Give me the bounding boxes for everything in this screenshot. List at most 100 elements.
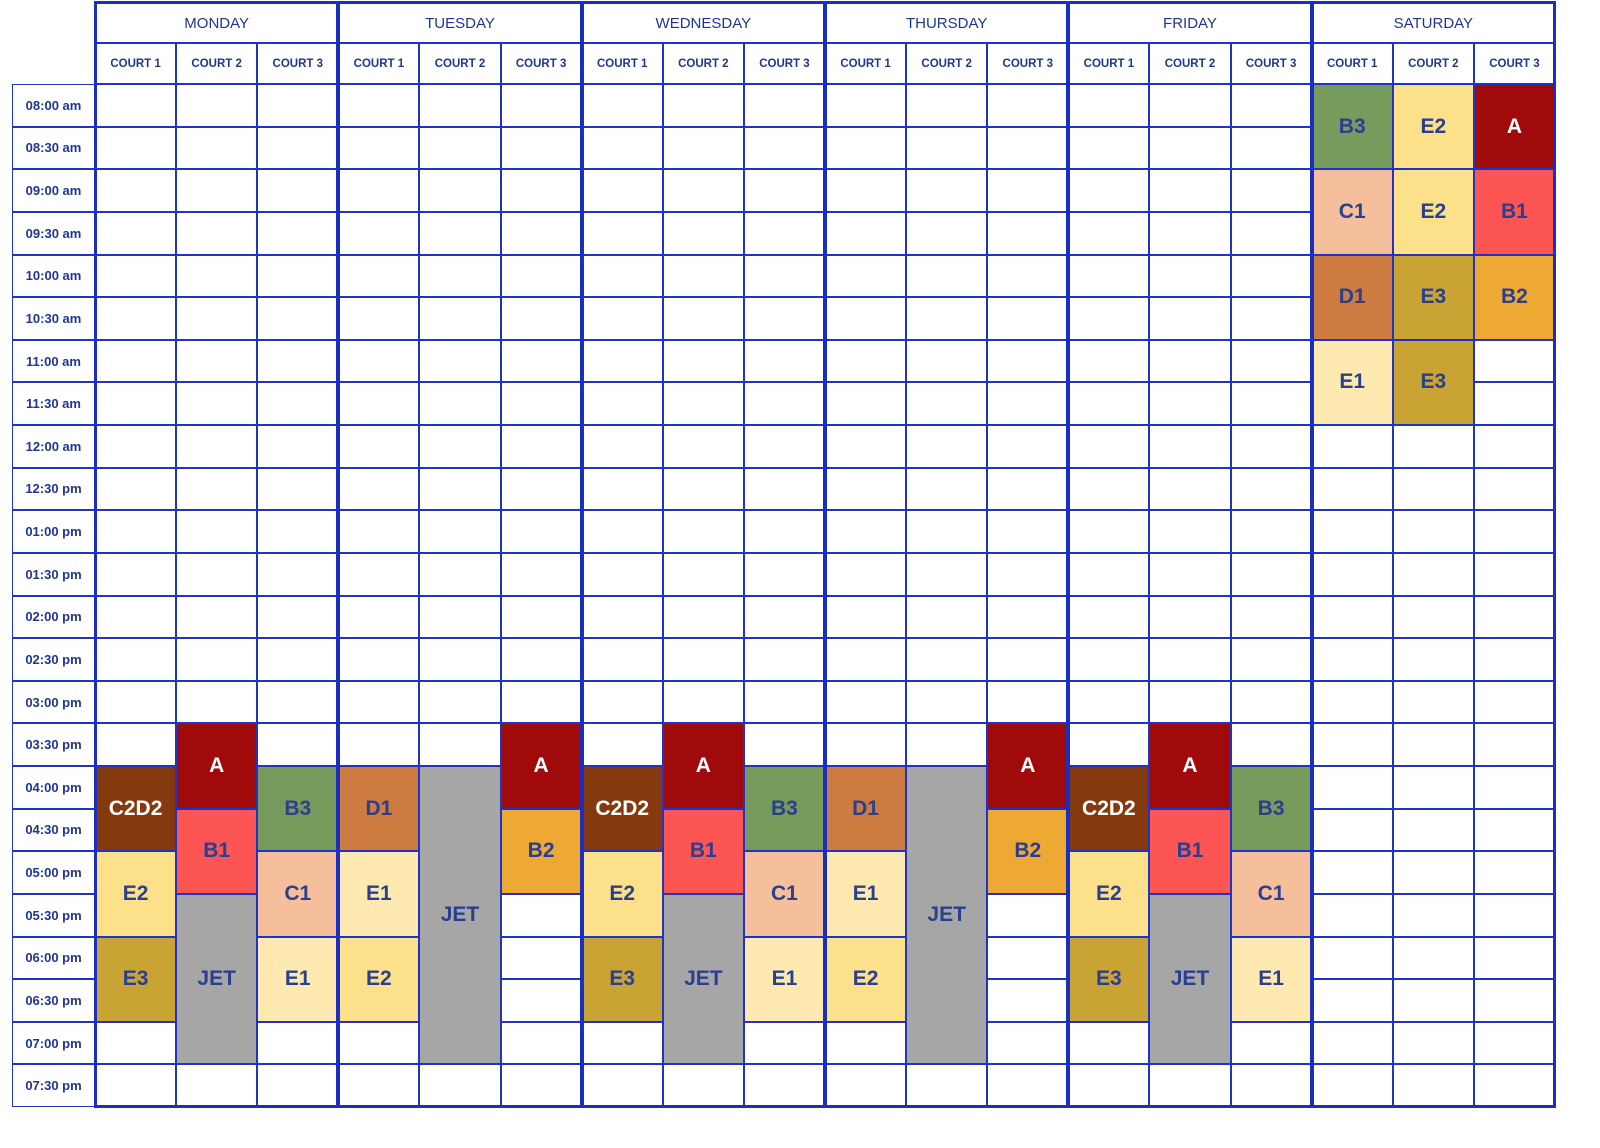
time-label: 12:00 am	[12, 425, 95, 468]
session-block: D1	[825, 766, 907, 852]
empty-slot	[1230, 84, 1312, 127]
session-block: B3	[1230, 766, 1312, 852]
day-header: MONDAY	[95, 3, 339, 43]
empty-slot	[1149, 638, 1231, 681]
empty-slot	[1311, 510, 1393, 553]
session-block: B3	[1311, 84, 1393, 170]
empty-slot	[176, 382, 258, 425]
empty-slot	[662, 339, 744, 383]
court-header: COURT 3	[1473, 43, 1555, 84]
empty-slot	[338, 84, 420, 127]
empty-slot	[987, 936, 1069, 980]
empty-slot	[906, 723, 988, 766]
empty-slot	[743, 552, 825, 596]
empty-slot	[1311, 1021, 1393, 1065]
empty-slot	[987, 893, 1069, 937]
empty-slot	[1068, 382, 1150, 425]
time-label: 09:30 am	[12, 211, 95, 255]
empty-slot	[581, 254, 663, 298]
empty-slot	[743, 382, 825, 425]
empty-slot	[825, 638, 907, 681]
empty-slot	[1392, 893, 1474, 937]
empty-slot	[1473, 425, 1555, 468]
empty-slot	[825, 467, 907, 511]
empty-slot	[662, 467, 744, 511]
empty-slot	[987, 1064, 1069, 1107]
session-block: C2D2	[1068, 766, 1150, 852]
empty-slot	[825, 382, 907, 425]
session-block: JET	[1149, 893, 1231, 1065]
empty-slot	[500, 1064, 582, 1107]
empty-slot	[419, 211, 501, 255]
session-block: JET	[662, 893, 744, 1065]
time-label: 08:30 am	[12, 126, 95, 170]
empty-slot	[662, 382, 744, 425]
empty-slot	[257, 723, 339, 766]
empty-slot	[1149, 1064, 1231, 1107]
empty-slot	[1473, 893, 1555, 937]
empty-slot	[1230, 126, 1312, 170]
empty-slot	[662, 84, 744, 127]
empty-slot	[906, 425, 988, 468]
empty-slot	[176, 552, 258, 596]
empty-slot	[662, 680, 744, 724]
session-block: E2	[581, 851, 663, 937]
session-block: E2	[95, 851, 177, 937]
empty-slot	[662, 552, 744, 596]
empty-slot	[1473, 467, 1555, 511]
empty-slot	[1473, 680, 1555, 724]
empty-slot	[338, 254, 420, 298]
session-block: B3	[743, 766, 825, 852]
empty-slot	[743, 638, 825, 681]
empty-slot	[1311, 851, 1393, 894]
empty-slot	[1230, 595, 1312, 639]
empty-slot	[581, 425, 663, 468]
empty-slot	[1149, 382, 1231, 425]
empty-slot	[825, 1021, 907, 1065]
empty-slot	[1392, 808, 1474, 852]
empty-slot	[662, 510, 744, 553]
empty-slot	[1230, 467, 1312, 511]
time-label: 11:00 am	[12, 339, 95, 383]
time-label: 03:00 pm	[12, 680, 95, 724]
empty-slot	[662, 297, 744, 340]
empty-slot	[906, 297, 988, 340]
session-block: D1	[338, 766, 420, 852]
empty-slot	[743, 723, 825, 766]
empty-slot	[1392, 425, 1474, 468]
empty-slot	[500, 680, 582, 724]
empty-slot	[95, 1021, 177, 1065]
session-block: E3	[1392, 254, 1474, 340]
time-label: 07:30 pm	[12, 1064, 95, 1107]
empty-slot	[1473, 1021, 1555, 1065]
empty-slot	[338, 680, 420, 724]
empty-slot	[906, 339, 988, 383]
session-block: E2	[338, 936, 420, 1022]
empty-slot	[1392, 979, 1474, 1022]
empty-slot	[500, 467, 582, 511]
session-block: E2	[1392, 169, 1474, 255]
empty-slot	[338, 467, 420, 511]
day-header: WEDNESDAY	[581, 3, 825, 43]
empty-slot	[338, 211, 420, 255]
empty-slot	[1068, 297, 1150, 340]
empty-slot	[95, 382, 177, 425]
empty-slot	[338, 595, 420, 639]
time-label: 10:30 am	[12, 297, 95, 340]
empty-slot	[338, 169, 420, 212]
empty-slot	[825, 723, 907, 766]
empty-slot	[906, 254, 988, 298]
empty-slot	[581, 552, 663, 596]
day-header: SATURDAY	[1311, 3, 1555, 43]
empty-slot	[662, 425, 744, 468]
empty-slot	[1149, 126, 1231, 170]
empty-slot	[1311, 425, 1393, 468]
empty-slot	[1473, 638, 1555, 681]
empty-slot	[743, 84, 825, 127]
empty-slot	[1392, 936, 1474, 980]
empty-slot	[662, 1064, 744, 1107]
empty-slot	[419, 169, 501, 212]
court-header: COURT 3	[1230, 43, 1312, 84]
empty-slot	[95, 638, 177, 681]
